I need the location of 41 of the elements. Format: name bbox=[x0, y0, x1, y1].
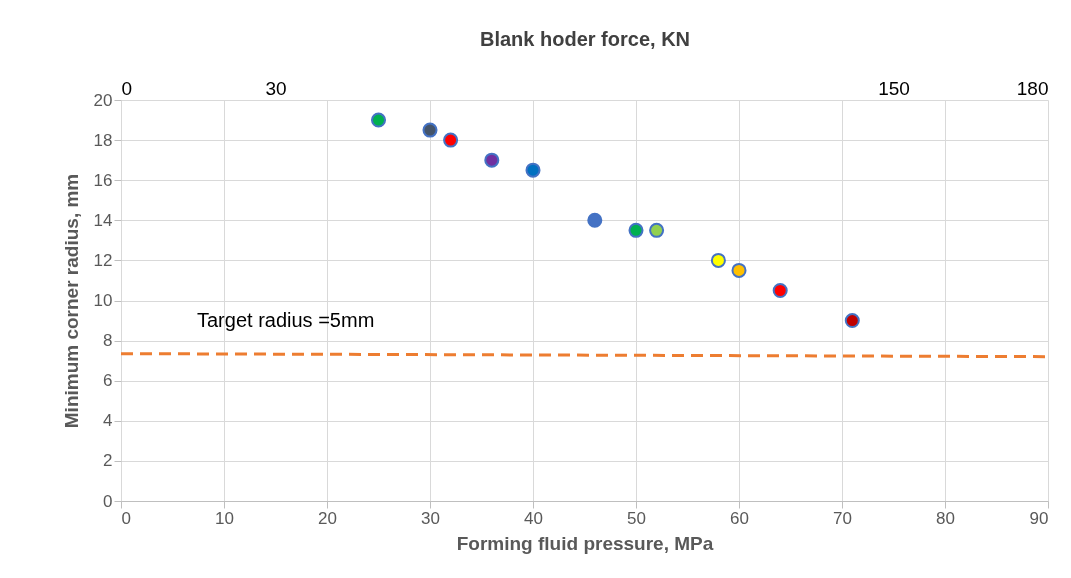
point bbox=[484, 152, 500, 168]
x-tick-label: 30 bbox=[421, 508, 440, 528]
point bbox=[844, 313, 860, 329]
y-tick-label: 14 bbox=[93, 210, 113, 230]
point bbox=[587, 212, 603, 228]
y-tick-label: 16 bbox=[93, 170, 113, 190]
point bbox=[649, 222, 665, 238]
x-axis-title: Forming fluid pressure, MPa bbox=[456, 532, 714, 554]
x-tick-label: 80 bbox=[936, 508, 955, 528]
y-tick-label: 6 bbox=[103, 371, 113, 391]
x-tick-label: 50 bbox=[627, 508, 646, 528]
y-tick-label: 8 bbox=[103, 331, 113, 351]
y-axis-title: Minimum corner radius, mm bbox=[60, 173, 82, 429]
x-tick-label: 10 bbox=[215, 508, 234, 528]
point bbox=[628, 222, 644, 238]
y-tick-label: 18 bbox=[93, 130, 113, 150]
x2-axis-title: Blank hoder force, KN bbox=[479, 27, 691, 50]
x2-tick-label: 180 bbox=[1016, 77, 1049, 99]
y-tick-label: 4 bbox=[103, 411, 113, 431]
point bbox=[731, 262, 747, 278]
point bbox=[710, 252, 726, 268]
x-tick-label: 20 bbox=[318, 508, 337, 528]
x2-tick-label: 150 bbox=[878, 77, 910, 99]
y-tick-label: 10 bbox=[93, 291, 113, 310]
point bbox=[370, 112, 387, 128]
x-tick-label: 60 bbox=[730, 508, 749, 528]
x-tick-label: 0 bbox=[121, 508, 131, 528]
point bbox=[772, 282, 788, 298]
x-tick-label: 70 bbox=[833, 508, 852, 528]
y-tick-label: 20 bbox=[93, 90, 113, 110]
point bbox=[422, 122, 438, 138]
point bbox=[525, 162, 541, 178]
annotation: Target radius =5mm bbox=[197, 309, 375, 331]
x-tick-label: 90 bbox=[1029, 508, 1049, 528]
y-tick-label: 2 bbox=[103, 451, 113, 471]
y-tick-label: 0 bbox=[103, 491, 113, 511]
y-tick-label: 12 bbox=[93, 250, 113, 270]
x-tick-label: 40 bbox=[524, 508, 543, 528]
x2-tick-label: 0 bbox=[121, 77, 133, 99]
point bbox=[443, 132, 459, 148]
x2-tick-label: 30 bbox=[265, 77, 287, 99]
